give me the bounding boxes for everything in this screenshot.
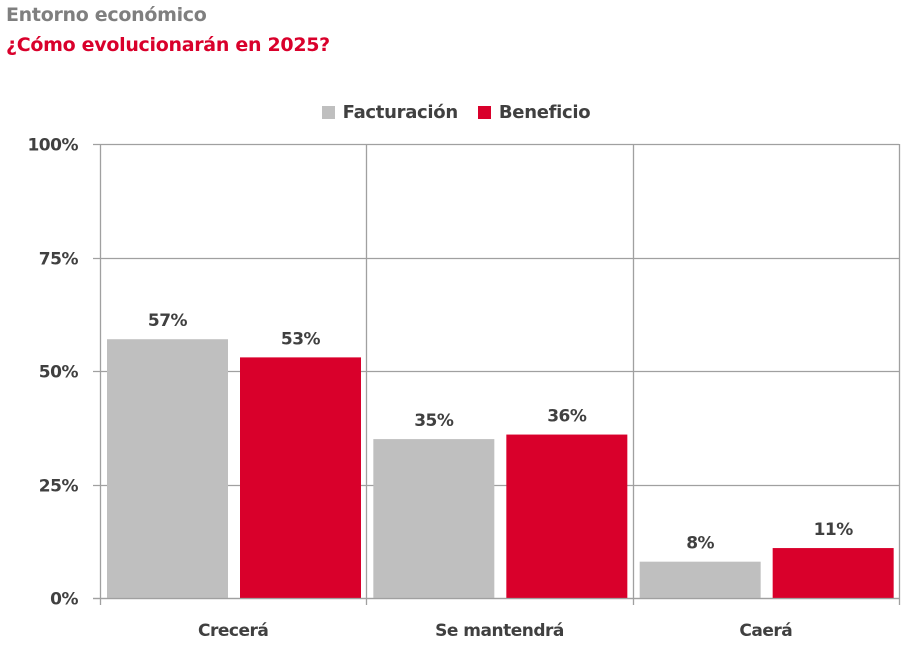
legend-item-facturacion: Facturación xyxy=(321,102,459,123)
y-tick-label: 0% xyxy=(50,590,78,610)
data-label: 11% xyxy=(814,520,854,540)
data-label: 35% xyxy=(414,411,454,431)
legend: Facturación Beneficio xyxy=(0,102,912,123)
bar-facturacion xyxy=(373,439,495,598)
legend-swatch-facturacion xyxy=(321,106,335,119)
chart-heading: Entorno económico xyxy=(6,4,207,26)
bar-beneficio xyxy=(772,548,894,598)
chart-title: ¿Cómo evolucionarán en 2025? xyxy=(6,34,330,56)
legend-swatch-beneficio xyxy=(477,106,491,119)
y-tick-label: 50% xyxy=(39,363,79,383)
legend-item-beneficio: Beneficio xyxy=(477,102,591,123)
legend-label-facturacion: Facturación xyxy=(342,102,459,123)
data-label: 8% xyxy=(686,534,714,554)
bar-beneficio xyxy=(506,434,628,598)
bar-facturacion xyxy=(107,339,228,598)
y-tick-label: 100% xyxy=(27,136,78,156)
y-tick-label: 75% xyxy=(39,250,79,270)
data-label: 57% xyxy=(148,311,188,331)
x-category-label: Crecerá xyxy=(198,621,268,641)
data-label: 36% xyxy=(547,407,587,427)
data-label: 53% xyxy=(281,329,321,349)
bar-facturacion xyxy=(639,561,761,598)
x-category-label: Caerá xyxy=(739,621,792,641)
legend-label-beneficio: Beneficio xyxy=(498,102,591,123)
y-tick-label: 25% xyxy=(39,477,79,497)
x-category-label: Se mantendrá xyxy=(435,621,564,641)
bar-beneficio xyxy=(240,357,361,598)
